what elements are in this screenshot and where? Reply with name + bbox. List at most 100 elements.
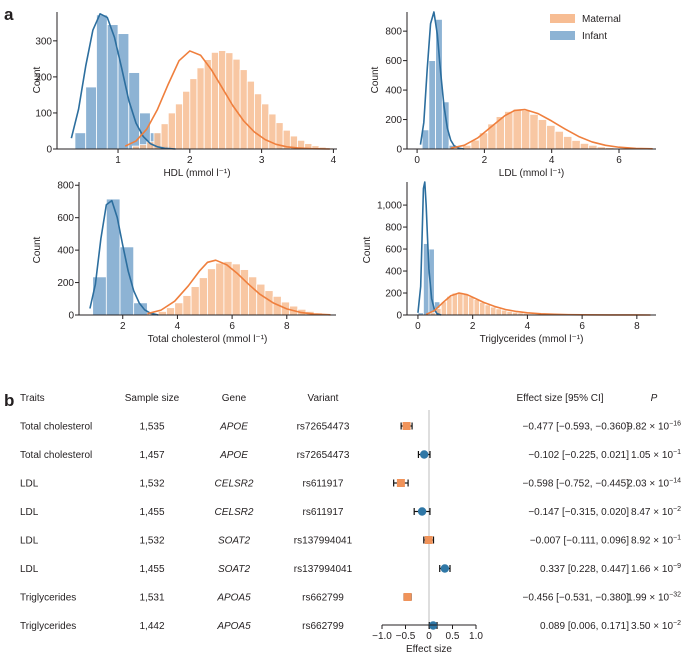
forest-x-tick-label: 0.5 bbox=[446, 631, 460, 642]
row-gene: APOA5 bbox=[216, 621, 251, 632]
totalchol-y-tick-label: 600 bbox=[57, 213, 74, 224]
hdl-maternal-bar bbox=[232, 58, 241, 150]
ldl-x-axis-label: LDL (mmol l⁻¹) bbox=[499, 168, 564, 179]
row-p-value: 1.99 × 10−32 bbox=[627, 592, 681, 604]
row-variant: rs137994041 bbox=[294, 536, 353, 547]
trig-y-tick-label: 200 bbox=[385, 289, 402, 300]
panel-a-letter: a bbox=[4, 5, 14, 24]
trig-maternal-bar bbox=[484, 304, 491, 316]
forest-x-tick-label: 1.0 bbox=[469, 631, 483, 642]
row-trait: Total cholesterol bbox=[20, 450, 92, 461]
hdl-infant-bar bbox=[96, 14, 108, 150]
row-effect-ci: 0.337 [0.228, 0.447] bbox=[540, 564, 629, 575]
totalchol-maternal-bar bbox=[198, 277, 208, 316]
row-effect-ci: −0.598 [−0.752, −0.445] bbox=[523, 479, 630, 490]
row-effect-ci: −0.477 [−0.593, −0.360] bbox=[523, 422, 630, 433]
row-gene: APOA5 bbox=[216, 593, 251, 604]
ldl-maternal-bar bbox=[537, 119, 548, 150]
totalchol-y-tick-label: 800 bbox=[57, 181, 74, 192]
row-sample-size: 1,455 bbox=[139, 564, 164, 575]
trig-maternal-bar bbox=[468, 296, 475, 316]
row-gene: APOE bbox=[219, 450, 248, 461]
ldl-maternal-bar bbox=[504, 111, 514, 150]
row-p-mantissa: 9.82 × 10 bbox=[627, 422, 669, 433]
row-p-exponent: −1 bbox=[673, 449, 681, 456]
row-p-exponent: −2 bbox=[673, 620, 681, 627]
hdl-x-tick-label: 4 bbox=[331, 155, 337, 166]
totalchol-maternal-bar bbox=[157, 311, 167, 316]
row-gene: CELSR2 bbox=[215, 507, 254, 518]
row-effect-ci: −0.456 [−0.531, −0.380] bbox=[523, 593, 630, 604]
hdl-maternal-bar bbox=[210, 51, 219, 150]
row-trait: Triglycerides bbox=[20, 621, 76, 632]
row-sample-size: 1,532 bbox=[139, 536, 164, 547]
ldl-maternal-bar bbox=[563, 136, 573, 150]
ldl-infant-bar bbox=[421, 129, 430, 150]
trig-x-tick-label: 4 bbox=[525, 321, 531, 332]
row-variant: rs611917 bbox=[303, 507, 344, 518]
ldl-y-tick-label: 800 bbox=[385, 27, 402, 38]
hdl-x-tick-label: 1 bbox=[115, 155, 121, 166]
totalchol-infant-bar bbox=[92, 276, 107, 316]
forest-plot: Total cholesterol 1,535 APOE rs72654473 −0.4… bbox=[20, 410, 681, 655]
row-variant: rs611917 bbox=[303, 479, 344, 490]
row-sample-size: 1,532 bbox=[139, 479, 164, 490]
trig-maternal-bar bbox=[462, 293, 469, 316]
trig-y-tick-label: 0 bbox=[396, 311, 402, 322]
row-sample-size: 1,442 bbox=[139, 621, 164, 632]
forest-header: Traits Sample size Gene Variant Effect s… bbox=[20, 393, 658, 404]
triglycerides-histogram: 0 2 4 6 8 0 200 400 600 800 1,000 Triglycerides (mm… bbox=[362, 181, 656, 345]
row-p-value: 9.82 × 10−16 bbox=[627, 421, 681, 433]
row-gene: SOAT2 bbox=[218, 536, 250, 547]
trig-maternal-bar bbox=[473, 299, 480, 316]
row-effect-ci: −0.102 [−0.225, 0.021] bbox=[528, 450, 629, 461]
ldl-x-tick-label: 4 bbox=[549, 155, 555, 166]
header-sample-size: Sample size bbox=[125, 393, 180, 404]
ldl-maternal-bar bbox=[512, 108, 522, 150]
legend-infant-swatch bbox=[550, 31, 575, 40]
hdl-infant-bar bbox=[74, 132, 87, 150]
ldl-infant-bar bbox=[441, 101, 450, 150]
estimate-marker-infant bbox=[417, 507, 427, 516]
ldl-y-tick-label: 0 bbox=[396, 145, 402, 156]
hdl-maternal-bar bbox=[254, 93, 263, 150]
row-trait: Triglycerides bbox=[20, 593, 76, 604]
hdl-infant-kde-line bbox=[70, 13, 176, 150]
row-trait: LDL bbox=[20, 536, 39, 547]
trig-x-tick-label: 2 bbox=[470, 321, 476, 332]
trig-x-tick-label: 6 bbox=[579, 321, 585, 332]
ldl-y-tick-label: 600 bbox=[385, 56, 402, 67]
trig-maternal-bar bbox=[506, 310, 513, 316]
ldl-maternal-bar bbox=[588, 144, 598, 150]
legend-maternal-label: Maternal bbox=[582, 14, 621, 25]
totalchol-maternal-bar bbox=[182, 295, 192, 316]
trig-y-tick-label: 1,000 bbox=[377, 201, 402, 212]
hdl-maternal-bar bbox=[261, 103, 270, 150]
hdl-maternal-bar bbox=[196, 67, 205, 150]
totalchol-y-tick-label: 0 bbox=[68, 311, 74, 322]
trig-x-tick-label: 8 bbox=[634, 321, 640, 332]
trig-maternal-bar bbox=[495, 308, 502, 316]
legend-infant-label: Infant bbox=[582, 31, 607, 42]
ldl-histogram: 0 2 4 6 0 200 400 600 800 LDL (mmol l⁻¹) Count bbox=[370, 11, 657, 179]
hdl-histogram: 1 2 3 4 0 100 200 300 HDL (mmol l⁻¹) Count bbox=[32, 12, 349, 179]
hdl-y-tick-label: 100 bbox=[35, 108, 52, 119]
trig-maternal-bar bbox=[457, 292, 464, 316]
row-p-value: 8.92 × 10−1 bbox=[631, 535, 681, 547]
legend-maternal-swatch bbox=[550, 14, 575, 23]
row-variant: rs72654473 bbox=[297, 450, 350, 461]
row-sample-size: 1,531 bbox=[139, 593, 164, 604]
totalchol-maternal-bar bbox=[248, 276, 258, 316]
totalchol-y-axis-label: Count bbox=[32, 236, 43, 263]
row-p-value: 3.50 × 10−2 bbox=[631, 620, 681, 632]
row-sample-size: 1,455 bbox=[139, 507, 164, 518]
hdl-maternal-bar bbox=[239, 69, 248, 150]
row-effect-ci: −0.147 [−0.315, 0.020] bbox=[528, 507, 629, 518]
row-variant: rs662799 bbox=[302, 593, 344, 604]
totalchol-x-tick-label: 4 bbox=[175, 321, 181, 332]
legend: Maternal Infant bbox=[550, 14, 621, 42]
hdl-maternal-bar bbox=[203, 59, 212, 150]
hdl-maternal-bar bbox=[182, 90, 191, 150]
trig-y-tick-label: 800 bbox=[385, 223, 402, 234]
